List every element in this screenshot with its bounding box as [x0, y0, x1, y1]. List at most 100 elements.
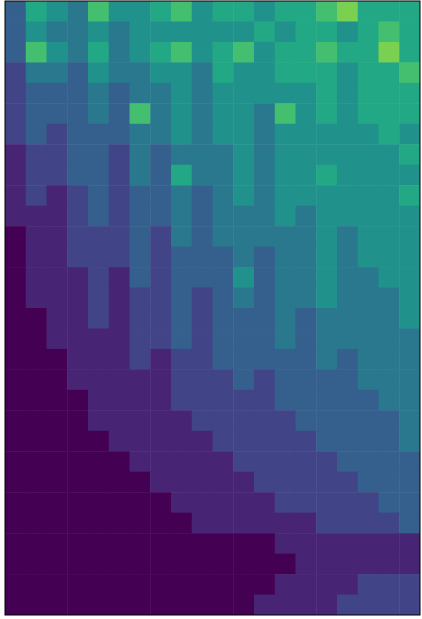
heatmap-cell — [296, 21, 317, 42]
heatmap-cell — [213, 21, 234, 42]
heatmap-cell — [150, 328, 171, 349]
heatmap-cell — [358, 410, 379, 431]
heatmap-cell — [192, 369, 213, 390]
heatmap-cell — [316, 206, 337, 227]
heatmap-cell — [47, 83, 68, 104]
heatmap-cell — [192, 308, 213, 329]
heatmap-cell — [67, 349, 88, 370]
heatmap-cell — [399, 390, 420, 411]
heatmap-cell — [316, 533, 337, 554]
heatmap-cell — [233, 349, 254, 370]
heatmap-cell — [316, 185, 337, 206]
heatmap-cell — [399, 574, 420, 595]
heatmap-cell — [358, 267, 379, 288]
heatmap-cell — [5, 124, 26, 145]
heatmap-cell — [379, 267, 400, 288]
heatmap-cell — [47, 328, 68, 349]
heatmap-cell — [26, 288, 47, 309]
heatmap-cell — [192, 267, 213, 288]
heatmap-cell — [150, 103, 171, 124]
heatmap-cell — [192, 390, 213, 411]
heatmap-cell — [130, 410, 151, 431]
heatmap-cell — [399, 144, 420, 165]
heatmap-cell — [399, 288, 420, 309]
heatmap-cell — [130, 206, 151, 227]
heatmap-cell — [358, 451, 379, 472]
heatmap-cell — [26, 206, 47, 227]
heatmap-cell — [379, 451, 400, 472]
heatmap-cell — [130, 574, 151, 595]
heatmap-cell — [296, 369, 317, 390]
heatmap-cell — [213, 226, 234, 247]
heatmap-cell — [316, 410, 337, 431]
heatmap-cell — [130, 369, 151, 390]
heatmap-cell — [213, 328, 234, 349]
heatmap-cell — [47, 165, 68, 186]
heatmap-cell — [254, 42, 275, 63]
heatmap-cell — [337, 288, 358, 309]
heatmap-cell — [5, 185, 26, 206]
heatmap-cell — [130, 165, 151, 186]
heatmap-cell — [150, 165, 171, 186]
heatmap-cell — [88, 42, 109, 63]
heatmap-cell — [233, 206, 254, 227]
heatmap-cell — [150, 369, 171, 390]
heatmap-cell — [379, 554, 400, 575]
heatmap-cell — [337, 574, 358, 595]
heatmap-cell — [399, 206, 420, 227]
heatmap-cell — [337, 267, 358, 288]
heatmap-cell — [171, 574, 192, 595]
heatmap-cell — [130, 247, 151, 268]
heatmap-cell — [358, 431, 379, 452]
heatmap-cell — [109, 533, 130, 554]
heatmap-cell — [296, 185, 317, 206]
heatmap-cell — [379, 185, 400, 206]
heatmap-cell — [296, 390, 317, 411]
heatmap-cell — [192, 349, 213, 370]
heatmap-cell — [358, 206, 379, 227]
heatmap-cell — [88, 410, 109, 431]
heatmap-cell — [130, 124, 151, 145]
heatmap-cell — [67, 492, 88, 513]
heatmap-cell — [192, 144, 213, 165]
heatmap-cell — [109, 165, 130, 186]
heatmap-cell — [254, 390, 275, 411]
heatmap-cell — [233, 124, 254, 145]
heatmap-cell — [296, 124, 317, 145]
heatmap-cell — [171, 533, 192, 554]
heatmap-cell — [171, 369, 192, 390]
heatmap-cell — [254, 595, 275, 615]
heatmap-cell — [213, 247, 234, 268]
heatmap-cell — [150, 267, 171, 288]
heatmap-cell — [47, 42, 68, 63]
heatmap-cell — [379, 513, 400, 534]
heatmap-cell — [399, 595, 420, 615]
heatmap-cell — [358, 247, 379, 268]
heatmap-cell — [358, 226, 379, 247]
heatmap-cell — [5, 247, 26, 268]
heatmap-cell — [130, 390, 151, 411]
heatmap-cell — [171, 144, 192, 165]
heatmap-cell — [47, 124, 68, 145]
heatmap-cell — [358, 21, 379, 42]
heatmap-cell — [275, 165, 296, 186]
heatmap-cell — [337, 165, 358, 186]
heatmap-cell — [275, 206, 296, 227]
heatmap-cell — [150, 595, 171, 615]
heatmap-cell — [171, 42, 192, 63]
heatmap-cell — [5, 328, 26, 349]
heatmap-cell — [399, 42, 420, 63]
heatmap-cell — [109, 513, 130, 534]
heatmap-cells — [5, 1, 420, 615]
heatmap-cell — [47, 288, 68, 309]
heatmap-cell — [337, 124, 358, 145]
heatmap-cell — [192, 533, 213, 554]
heatmap-cell — [26, 554, 47, 575]
heatmap-cell — [316, 247, 337, 268]
heatmap-cell — [171, 288, 192, 309]
heatmap-cell — [26, 533, 47, 554]
heatmap-cell — [192, 554, 213, 575]
heatmap-cell — [130, 533, 151, 554]
heatmap-cell — [192, 288, 213, 309]
heatmap-cell — [254, 226, 275, 247]
